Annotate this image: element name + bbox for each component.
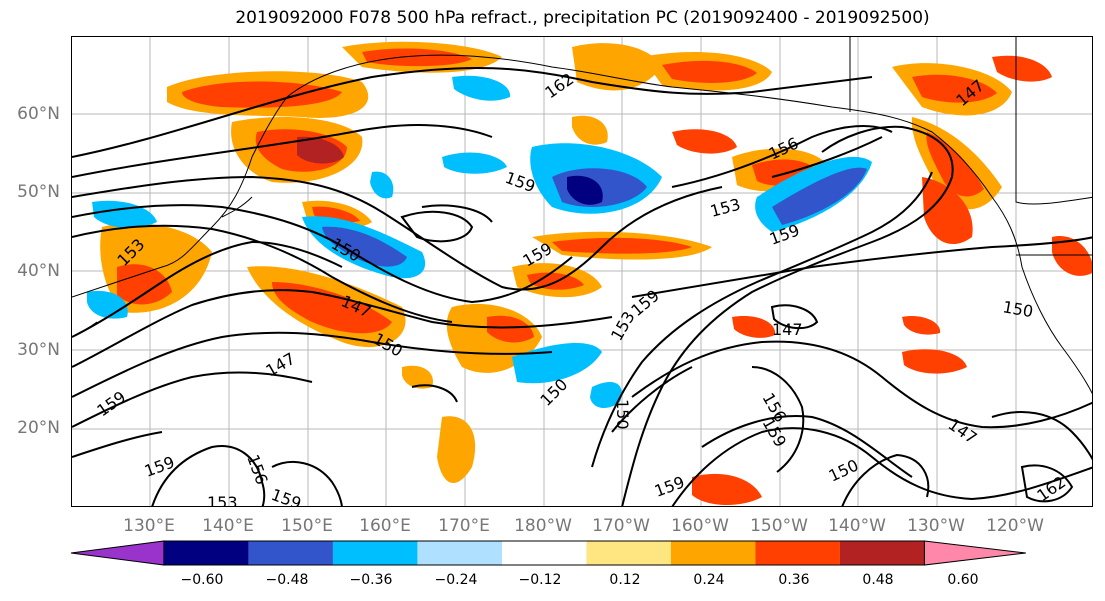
lat-label-60n: 60°N xyxy=(17,104,60,124)
colorbar xyxy=(70,540,1026,566)
map-title: 2019092000 F078 500 hPa refract., precip… xyxy=(235,8,930,28)
map-canvas: 162 159 156 153 159 150 159 153 147 147 … xyxy=(72,37,1092,507)
contour-lines xyxy=(72,66,1092,506)
contour-label: 159 xyxy=(142,452,177,480)
lon-label-150w: 150°W xyxy=(750,516,808,536)
lon-label-140w: 140°W xyxy=(828,516,886,536)
colorbar-tick-label: −0.24 xyxy=(434,572,478,588)
colorbar-tick-label: 0.60 xyxy=(947,572,979,588)
contour-label: 156 xyxy=(243,452,271,487)
lon-label-140e: 140°E xyxy=(202,516,254,536)
colorbar-segments xyxy=(70,540,1026,566)
contour-label: 150 xyxy=(613,399,632,430)
lat-label-50n: 50°N xyxy=(17,182,60,202)
lon-label-170w: 170°W xyxy=(592,516,650,536)
colorbar-segment xyxy=(248,541,333,565)
colorbar-extend-low xyxy=(70,540,165,566)
contour-label: 150 xyxy=(826,455,862,485)
colorbar-tick-label: 0.48 xyxy=(862,572,894,588)
colorbar-segment xyxy=(755,541,840,565)
colorbar-segment xyxy=(332,541,418,565)
contour-label: 150 xyxy=(1001,297,1034,321)
contour-label: 159 xyxy=(93,387,129,420)
colorbar-segment xyxy=(839,541,925,565)
lon-label-120w: 120°W xyxy=(986,516,1044,536)
positive-anomaly-fields xyxy=(100,41,1092,506)
colorbar-segment xyxy=(586,541,671,565)
lat-label-30n: 30°N xyxy=(17,340,60,360)
contour-label: 153 xyxy=(207,493,238,507)
colorbar-tick-label: −0.48 xyxy=(265,572,309,588)
colorbar-tick-label: 0.24 xyxy=(693,572,725,588)
lon-label-130w: 130°W xyxy=(907,516,965,536)
lon-label-180w: 180°W xyxy=(514,516,572,536)
colorbar-tick-label: 0.36 xyxy=(778,572,810,588)
lon-label-160w: 160°W xyxy=(671,516,729,536)
lon-label-170e: 170°E xyxy=(438,516,490,536)
colorbar-tick-label: 0.12 xyxy=(609,572,641,588)
contour-label: 153 xyxy=(708,195,742,221)
colorbar-segment xyxy=(163,541,249,565)
colorbar-extend-high xyxy=(923,540,1026,566)
colorbar-outline xyxy=(163,540,925,566)
lat-label-20n: 20°N xyxy=(17,418,60,438)
contour-label: 159 xyxy=(269,485,304,507)
lat-label-40n: 40°N xyxy=(17,261,60,281)
colorbar-tick-label: −0.12 xyxy=(518,572,562,588)
contour-label: 159 xyxy=(652,472,687,500)
colorbar-segment xyxy=(417,541,502,565)
lon-label-130e: 130°E xyxy=(123,516,175,536)
colorbar-segment xyxy=(670,541,756,565)
lon-label-160e: 160°E xyxy=(359,516,411,536)
colorbar-segment xyxy=(501,541,587,565)
contour-label: 147 xyxy=(772,320,803,339)
lon-label-150e: 150°E xyxy=(281,516,333,536)
colorbar-tick-label: −0.60 xyxy=(180,572,224,588)
colorbar-tick-label: −0.36 xyxy=(349,572,393,588)
map-panel[interactable]: 162 159 156 153 159 150 159 153 147 147 … xyxy=(71,36,1093,507)
